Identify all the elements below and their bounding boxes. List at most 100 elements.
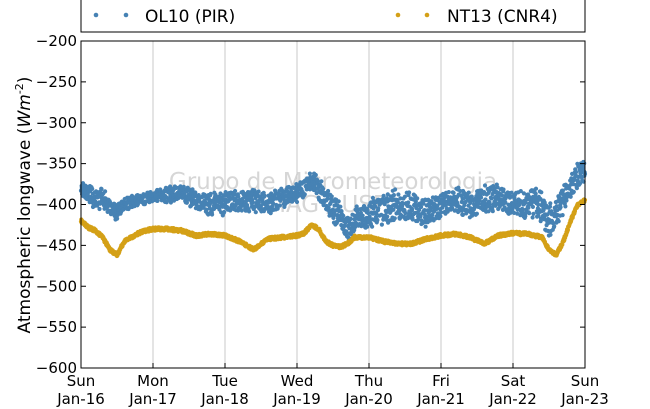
data-point — [370, 224, 375, 229]
x-tick-label-day: Wed — [281, 372, 314, 390]
data-point — [430, 212, 435, 217]
y-tick-label: −300 — [36, 114, 77, 132]
y-axis-unit-base: Wm — [15, 94, 35, 127]
y-axis-label-paren-open: ( — [15, 128, 35, 135]
data-point — [556, 219, 561, 224]
data-point — [446, 190, 451, 195]
data-point — [483, 197, 488, 202]
legend-marker-nt13 — [395, 12, 401, 18]
data-point — [438, 214, 443, 219]
data-point — [348, 216, 353, 221]
data-point — [352, 225, 358, 230]
data-point — [222, 209, 227, 215]
data-point — [571, 189, 576, 194]
data-point — [497, 204, 502, 209]
data-point — [342, 223, 347, 229]
data-point — [313, 172, 318, 178]
y-tick-label: −600 — [36, 359, 77, 377]
data-point — [250, 200, 256, 205]
data-point — [349, 232, 354, 237]
data-point — [530, 215, 535, 220]
y-tick-label: −200 — [36, 32, 77, 50]
data-point — [382, 202, 387, 207]
data-point — [419, 204, 424, 210]
data-point — [428, 208, 433, 213]
data-point — [554, 204, 559, 209]
data-point — [573, 170, 579, 175]
data-point — [531, 211, 536, 216]
data-point — [208, 191, 213, 196]
data-point — [533, 186, 539, 191]
y-tick-label: −400 — [36, 196, 77, 214]
data-point — [520, 207, 525, 212]
x-axis: SunJan-16MonJan-17TueJan-18WedJan-19ThuJ… — [56, 363, 609, 408]
data-point — [541, 208, 546, 213]
data-point — [479, 195, 484, 200]
x-tick-label-date: Jan-22 — [488, 390, 537, 408]
data-point — [501, 187, 506, 192]
data-point — [416, 217, 421, 222]
data-point — [391, 207, 396, 212]
data-point — [374, 211, 379, 216]
data-point — [527, 211, 532, 216]
data-point — [338, 204, 343, 209]
data-point — [495, 185, 500, 190]
legend-marker-ol10 — [123, 12, 129, 18]
legend-label-nt13: NT13 (CNR4) — [447, 7, 558, 27]
data-point — [398, 196, 403, 201]
data-point — [329, 194, 334, 199]
series-1 — [78, 197, 588, 259]
data-point — [336, 199, 341, 204]
series-0 — [78, 159, 588, 241]
data-point — [236, 194, 241, 199]
x-tick-label-day: Thu — [354, 372, 383, 390]
x-tick-label-date: Jan-16 — [56, 390, 105, 408]
legend-marker-ol10 — [93, 12, 99, 18]
data-point — [379, 222, 384, 227]
data-point — [396, 192, 401, 197]
data-point — [181, 184, 186, 189]
legend: OL10 (PIR) NT13 (CNR4) — [80, 0, 586, 33]
data-point — [474, 211, 479, 216]
data-point — [253, 210, 258, 215]
data-point — [536, 202, 541, 207]
data-point — [509, 190, 514, 195]
x-tick-label-day: Fri — [432, 372, 450, 390]
data-point — [294, 199, 300, 205]
data-point — [552, 224, 557, 229]
data-point — [565, 227, 571, 233]
x-tick-label-date: Jan-21 — [416, 390, 465, 408]
data-point — [486, 209, 491, 214]
data-point — [547, 204, 553, 209]
data-point — [403, 211, 408, 216]
data-point — [302, 192, 307, 197]
data-point — [415, 196, 420, 201]
legend-marker-nt13 — [424, 12, 430, 18]
data-point — [410, 208, 415, 213]
data-point — [307, 171, 312, 176]
data-point — [275, 206, 280, 211]
data-point — [204, 207, 209, 212]
data-point — [476, 201, 481, 206]
x-tick-label-day: Tue — [211, 372, 238, 390]
watermark-line-1: Grupo de Micrometeorologia — [169, 169, 497, 195]
y-tick-label: −250 — [36, 73, 77, 91]
legend-label-ol10: OL10 (PIR) — [145, 7, 235, 27]
data-point — [523, 214, 528, 219]
x-tick-label-day: Sat — [501, 372, 526, 390]
data-point — [376, 206, 381, 211]
data-point — [391, 193, 396, 198]
x-tick-label-date: Jan-23 — [560, 390, 609, 408]
series-points — [78, 159, 588, 259]
data-point — [533, 191, 538, 196]
y-axis: −200 −250 −300 −350 −400 −450 −500 −550 −600 — [36, 32, 585, 377]
legend-frame — [80, 0, 586, 33]
x-tick-label-date: Jan-18 — [200, 390, 249, 408]
data-point — [439, 210, 444, 215]
data-point — [469, 194, 474, 199]
data-point — [115, 216, 120, 221]
y-tick-label: −450 — [36, 236, 77, 254]
data-point — [321, 186, 326, 191]
data-point — [418, 214, 423, 219]
y-tick-label: −350 — [36, 155, 77, 173]
